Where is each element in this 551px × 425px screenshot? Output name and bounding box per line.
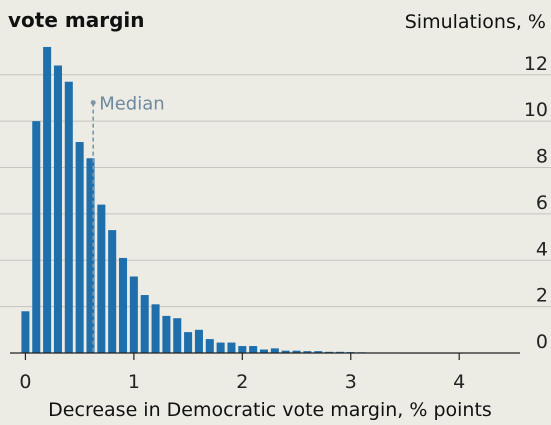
- y-tick-label-8: 8: [536, 146, 548, 168]
- x-tick-label-0: 0: [19, 371, 31, 393]
- bars: [21, 46, 464, 354]
- bar-5: [75, 142, 84, 353]
- bar-15: [184, 332, 193, 353]
- y-tick-label-12: 12: [524, 53, 548, 75]
- chart-title: vote margin: [8, 8, 144, 32]
- bar-2: [43, 46, 52, 353]
- bar-6: [86, 158, 95, 353]
- median-dot: [90, 100, 96, 106]
- bar-19: [227, 342, 236, 353]
- bar-25: [292, 350, 301, 353]
- y-axis-label: Simulations, %: [405, 11, 546, 33]
- bar-9: [119, 257, 128, 353]
- bar-14: [173, 318, 182, 353]
- bar-17: [205, 339, 214, 353]
- bar-26: [303, 351, 312, 353]
- bar-20: [238, 346, 247, 353]
- median-marker: Median: [90, 94, 165, 353]
- bar-24: [281, 350, 290, 353]
- bar-27: [314, 351, 323, 353]
- y-tick-labels: 0 2 4 6 8 10 12: [524, 53, 548, 353]
- x-tick-label-4: 4: [453, 371, 465, 393]
- bar-12: [151, 304, 160, 353]
- y-tick-label-10: 10: [524, 99, 548, 121]
- bar-22: [259, 349, 269, 353]
- bar-8: [108, 230, 117, 353]
- bar-10: [129, 276, 138, 353]
- x-axis-label: Decrease in Democratic vote margin, % po…: [48, 399, 492, 421]
- bar-3: [53, 65, 62, 354]
- bar-21: [249, 346, 258, 353]
- y-tick-label-4: 4: [536, 238, 548, 260]
- y-tick-label-2: 2: [536, 285, 548, 307]
- bar-0: [21, 311, 30, 353]
- bar-4: [64, 81, 73, 353]
- x-tick-label-3: 3: [345, 371, 357, 393]
- y-tick-label-0: 0: [536, 331, 548, 353]
- x-ticks: 0 1 2 3 4: [19, 353, 465, 393]
- bar-1: [32, 121, 41, 353]
- median-label: Median: [99, 94, 164, 115]
- bar-16: [194, 329, 203, 353]
- x-tick-label-1: 1: [128, 371, 140, 393]
- x-tick-label-2: 2: [236, 371, 248, 393]
- bar-7: [97, 204, 106, 353]
- y-tick-label-6: 6: [536, 192, 548, 214]
- bar-23: [270, 348, 279, 353]
- bar-11: [140, 295, 149, 353]
- bar-13: [162, 315, 171, 353]
- bar-18: [216, 342, 225, 353]
